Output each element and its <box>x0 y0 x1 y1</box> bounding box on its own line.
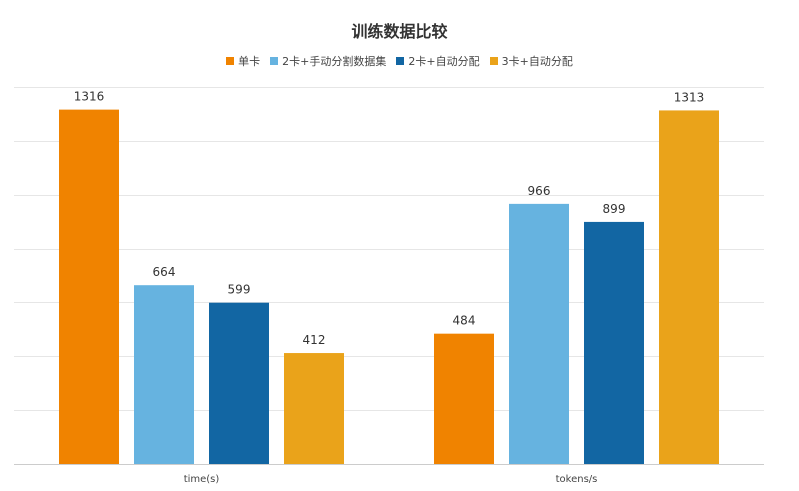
legend-swatch <box>489 57 498 65</box>
data-label: 1316 <box>74 90 105 104</box>
bar[interactable] <box>584 221 644 464</box>
legend-swatch <box>270 57 279 65</box>
legend-label: 2卡+手动分割数据集 <box>282 55 387 68</box>
bar[interactable] <box>659 110 719 464</box>
bar[interactable] <box>509 203 569 464</box>
data-label: 599 <box>228 283 251 297</box>
data-label: 664 <box>153 265 176 279</box>
data-label: 484 <box>453 314 476 328</box>
bar[interactable] <box>434 333 494 464</box>
data-label: 899 <box>603 202 626 216</box>
bar[interactable] <box>209 302 269 464</box>
legend-label: 单卡 <box>238 55 261 68</box>
legend-item[interactable]: 2卡+手动分割数据集 <box>270 53 386 69</box>
data-label: 966 <box>528 184 551 198</box>
legend-swatch <box>396 57 405 65</box>
x-tick-label: time(s) <box>184 474 220 485</box>
data-label: 412 <box>303 333 326 347</box>
legend-label: 3卡+自动分配 <box>501 55 573 68</box>
data-label: 1313 <box>674 90 705 104</box>
x-tick-label: tokens/s <box>556 474 598 485</box>
legend-item[interactable]: 3卡+自动分配 <box>489 53 573 69</box>
legend-swatch <box>226 57 235 65</box>
bar[interactable] <box>134 285 194 464</box>
bar[interactable] <box>59 109 119 465</box>
chart-title: 训练数据比较 <box>351 22 448 41</box>
legend-item[interactable]: 2卡+自动分配 <box>396 53 480 69</box>
bar[interactable] <box>284 353 344 464</box>
legend-label: 2卡+自动分配 <box>408 55 480 68</box>
legend: 单卡 2卡+手动分割数据集 2卡+自动分配 3卡+自动分配 <box>0 53 799 69</box>
legend-item[interactable]: 单卡 <box>226 53 260 69</box>
